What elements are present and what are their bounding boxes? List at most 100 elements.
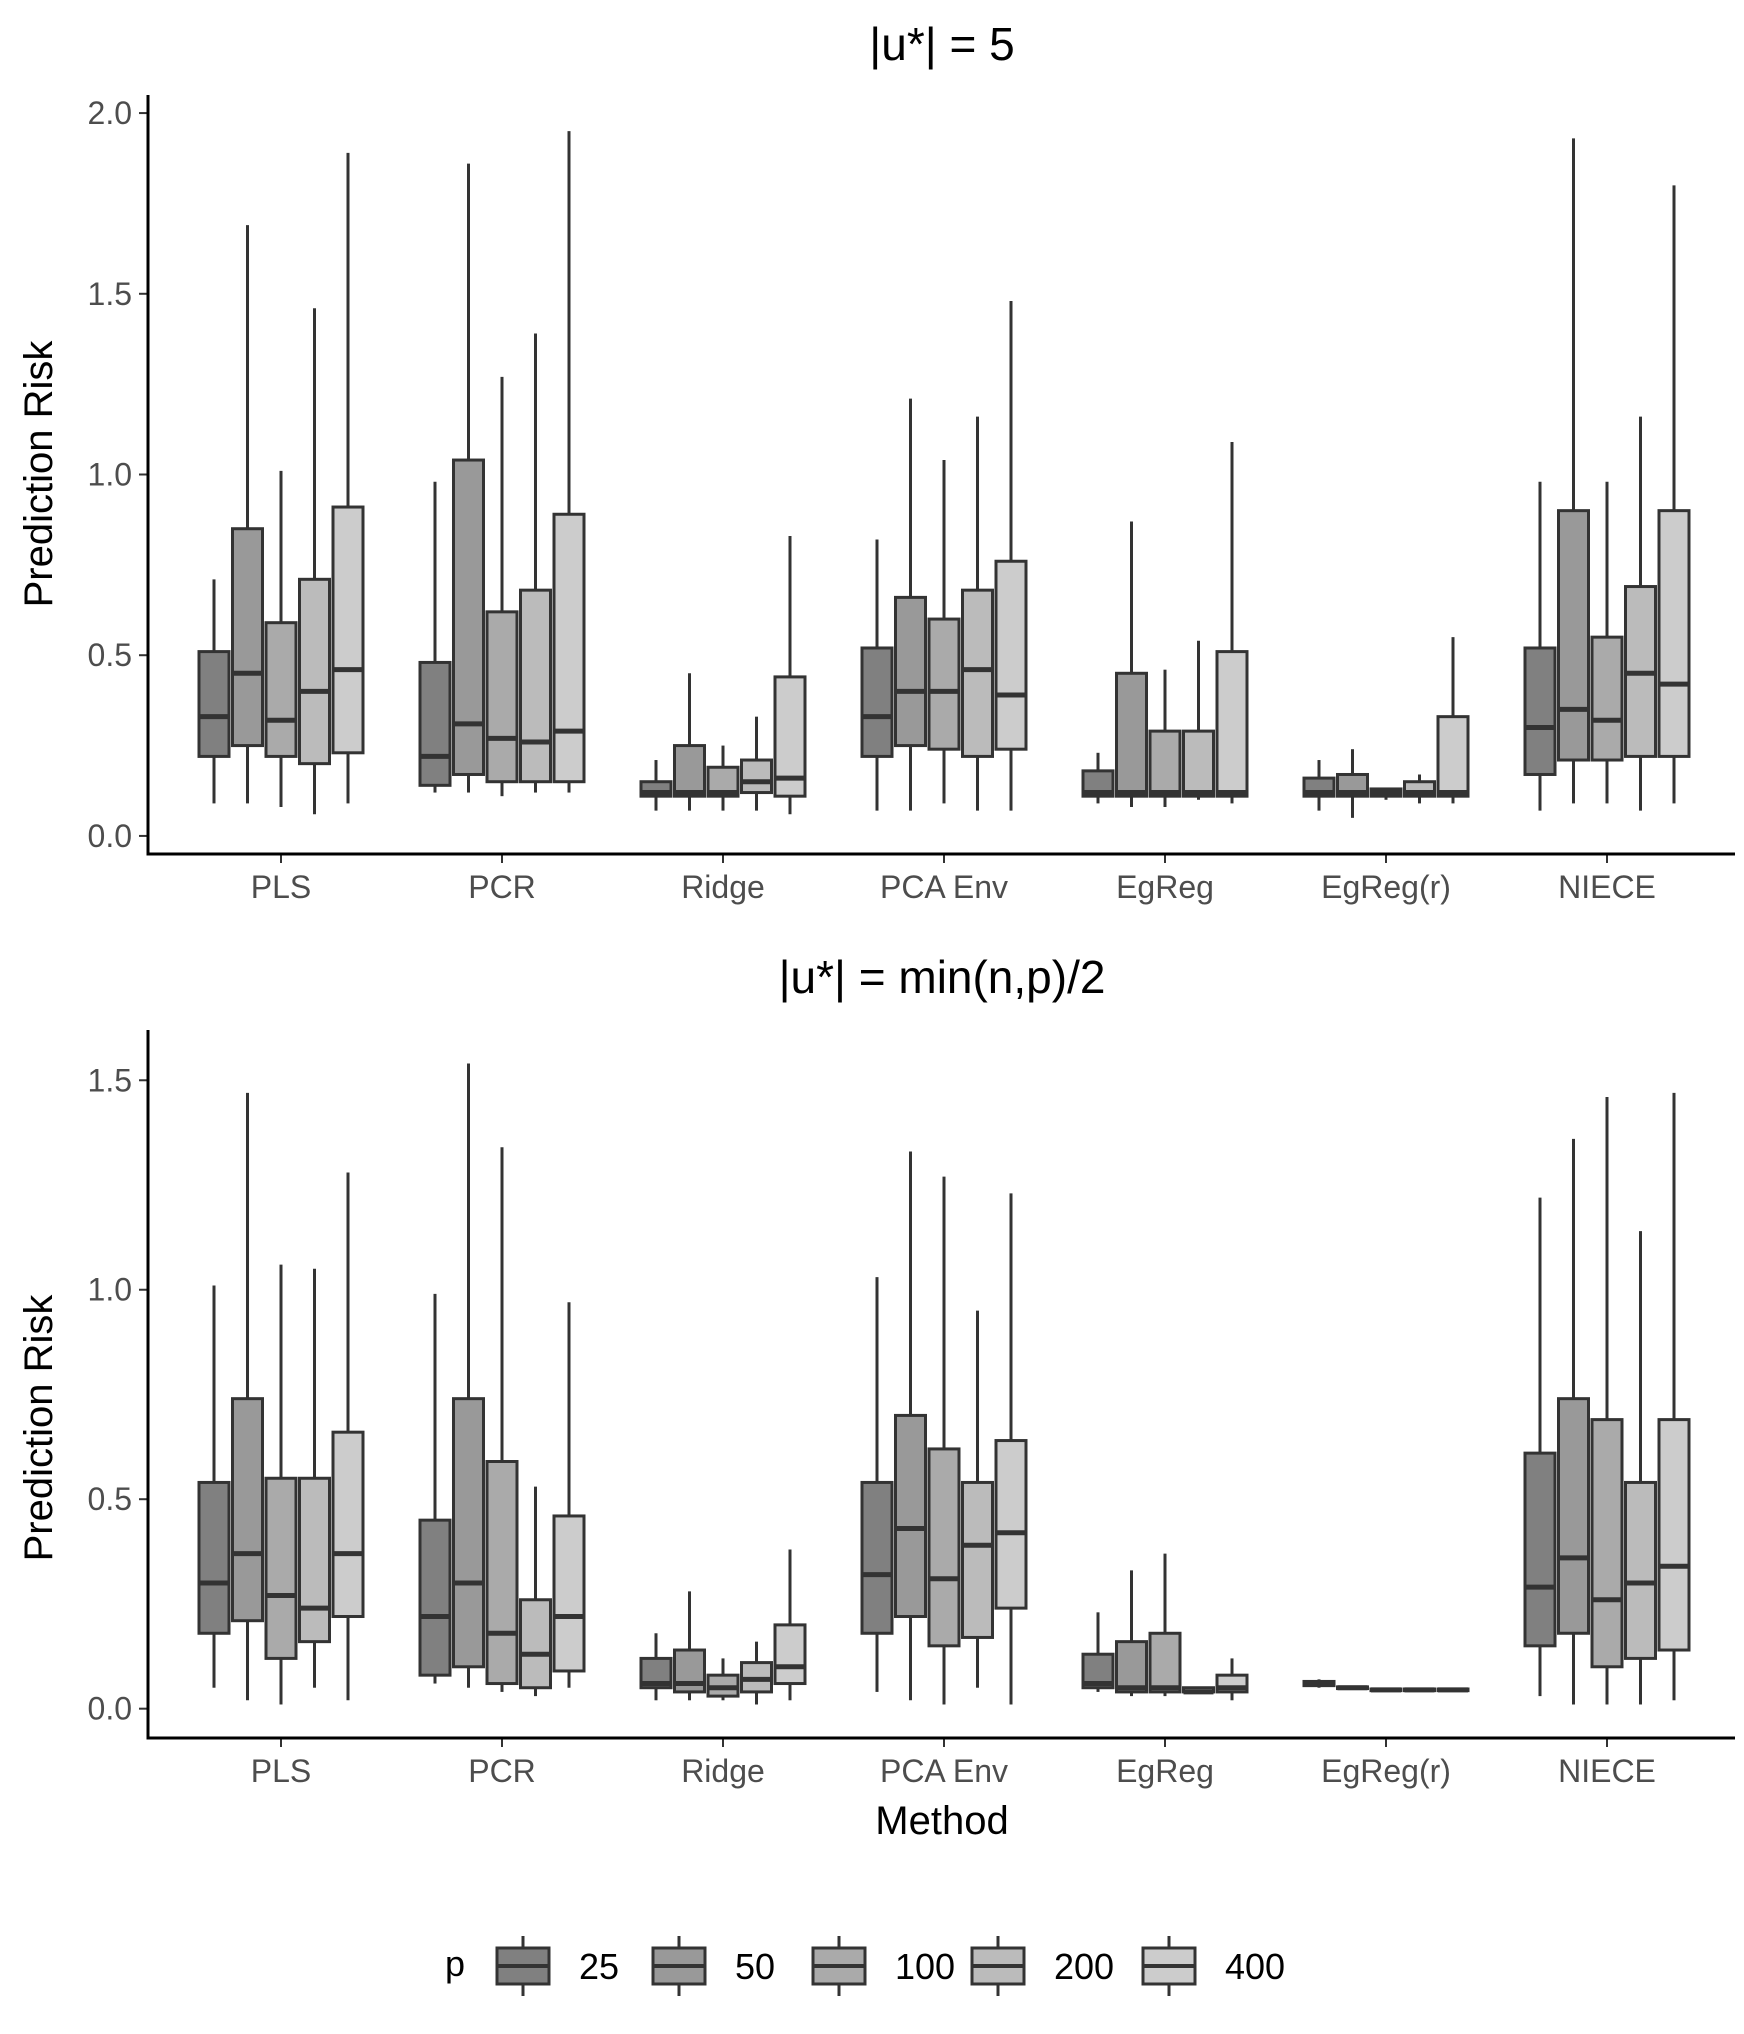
x-tick-label: PCA Env: [880, 869, 1008, 905]
y-tick-label: 1.0: [88, 457, 132, 493]
box-body: [552, 512, 586, 784]
box-p200: [519, 333, 552, 793]
box-body: [927, 617, 961, 751]
group-pcr: [418, 131, 586, 797]
box-p25: [639, 1633, 673, 1701]
box-body: [1148, 729, 1182, 798]
y-tick-label: 0.0: [88, 818, 132, 854]
box-p25: [1302, 1679, 1336, 1688]
panel-top-plot: 0.0 0.5 1.0 1.5 2.0 PLS PCR Ridge PCA Env EgReg Eg…: [88, 95, 1735, 905]
legend-key-p200: 200: [970, 1936, 1114, 1996]
box-p200: [1403, 1687, 1436, 1693]
box-p50: [1336, 1685, 1369, 1691]
box-body: [1557, 1397, 1590, 1635]
box-p50: [1115, 1570, 1148, 1697]
box-p50: [231, 225, 264, 804]
x-tick-label: EgReg: [1116, 1753, 1214, 1789]
box-body: [994, 1439, 1028, 1610]
box-p25: [1302, 760, 1336, 811]
box-body: [298, 577, 331, 766]
x-tick-label: Ridge: [681, 1753, 765, 1789]
box-p200: [961, 1310, 994, 1688]
box-body: [519, 588, 552, 784]
panel-bottom-title: |u*| = min(n,p)/2: [779, 951, 1106, 1003]
box-body: [927, 1447, 961, 1648]
box-body: [264, 1476, 298, 1660]
legend-label: 25: [579, 1946, 619, 1987]
box-body: [197, 1480, 231, 1635]
legend-key-p25: 25: [495, 1936, 619, 1996]
box-p50: [1115, 521, 1148, 808]
box-p50: [1557, 1138, 1590, 1705]
group-niece: [1523, 1092, 1691, 1705]
box-p25: [1523, 1197, 1557, 1697]
box-p200: [1182, 1686, 1215, 1695]
group-niece: [1523, 138, 1691, 811]
box-p200: [298, 308, 331, 815]
y-tick-label: 0.5: [88, 1481, 132, 1517]
box-body: [1523, 646, 1557, 776]
group-egreg-r-: [1302, 637, 1470, 818]
box-body: [418, 660, 452, 787]
box-body: [1115, 671, 1148, 798]
box-body: [1115, 1640, 1148, 1694]
group-pca-env: [860, 301, 1028, 811]
box-p100: [485, 1147, 519, 1692]
legend-label: 400: [1225, 1946, 1285, 1987]
box-body: [994, 559, 1028, 751]
x-tick-label: NIECE: [1558, 869, 1656, 905]
box-p100: [1369, 787, 1403, 800]
box-body: [894, 1413, 927, 1619]
panel-top-ylabel: Prediction Risk: [17, 340, 61, 608]
group-egreg: [1081, 441, 1249, 808]
x-tick-label: PLS: [251, 869, 311, 905]
box-p200: [298, 1268, 331, 1688]
group-pls: [197, 1092, 365, 1705]
box-body: [1590, 635, 1624, 762]
box-p100: [706, 745, 740, 811]
box-p400: [1215, 1658, 1249, 1701]
box-p50: [673, 1591, 706, 1701]
box-p400: [994, 1193, 1028, 1705]
box-p100: [264, 1264, 298, 1705]
box-p100: [1148, 1553, 1182, 1697]
box-body: [485, 610, 519, 784]
box-body: [1590, 1418, 1624, 1669]
box-p25: [418, 1293, 452, 1684]
box-p200: [519, 1486, 552, 1697]
box-body: [860, 1480, 894, 1635]
box-p25: [860, 1277, 894, 1692]
box-body: [1657, 1418, 1691, 1652]
box-body: [1182, 729, 1215, 798]
box-body: [1215, 650, 1249, 798]
box-p400: [331, 152, 365, 804]
x-tick-label: EgReg: [1116, 869, 1214, 905]
box-p200: [1624, 416, 1657, 811]
box-p100: [485, 376, 519, 797]
box-p100: [1369, 1687, 1403, 1693]
box-p100: [927, 460, 961, 804]
box-body: [298, 1476, 331, 1644]
box-p25: [639, 760, 673, 811]
box-body: [860, 646, 894, 758]
box-p200: [740, 716, 773, 811]
box-p400: [773, 535, 807, 815]
box-body: [673, 744, 706, 798]
box-p400: [331, 1172, 365, 1701]
box-body: [961, 588, 994, 758]
box-p100: [706, 1658, 740, 1701]
box-p200: [961, 416, 994, 811]
legend-key-p400: 400: [1141, 1936, 1285, 1996]
box-p100: [927, 1176, 961, 1705]
box-p200: [1403, 774, 1436, 804]
box-body: [961, 1480, 994, 1639]
x-tick-label: EgReg(r): [1321, 869, 1451, 905]
x-tick-label: EgReg(r): [1321, 1753, 1451, 1789]
legend-label: 200: [1054, 1946, 1114, 1987]
legend-key-p100: 100: [811, 1936, 955, 1996]
box-body: [197, 650, 231, 758]
box-p25: [418, 481, 452, 793]
box-p50: [1336, 749, 1369, 818]
box-body: [1624, 1480, 1657, 1660]
